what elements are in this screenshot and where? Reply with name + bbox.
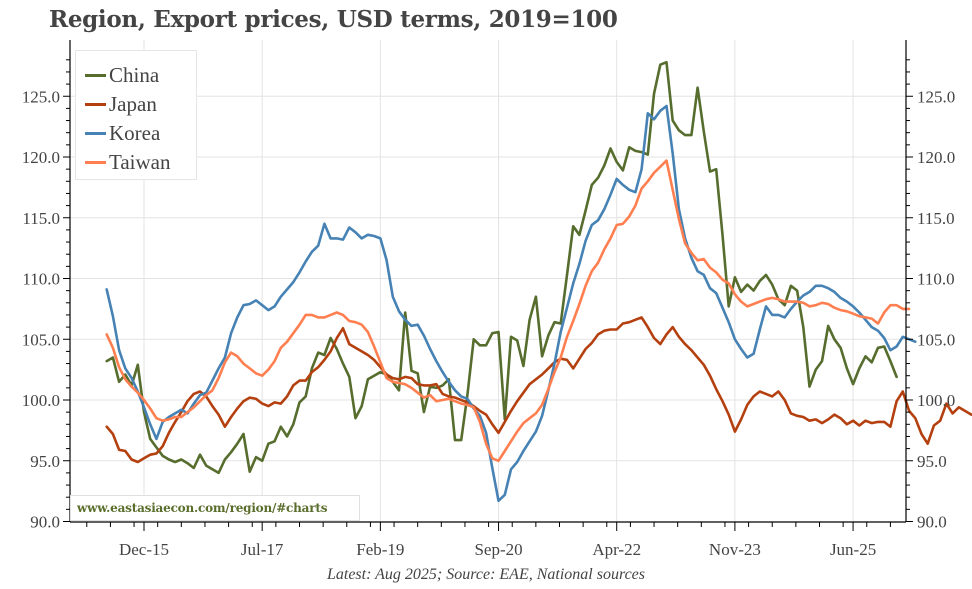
y-tick-label-right: 120.0	[917, 148, 955, 167]
x-tick-label: Jun-25	[830, 540, 876, 559]
legend-label-taiwan: Taiwan	[109, 149, 171, 174]
y-tick-label-right: 125.0	[917, 87, 955, 106]
y-tick-label-right: 95.0	[917, 452, 947, 471]
legend-item-japan[interactable]: Japan	[85, 90, 157, 118]
series-lines	[105, 60, 972, 503]
y-tick-label-left: 125.0	[22, 87, 60, 106]
legend-label-japan: Japan	[109, 91, 157, 116]
y-tick-label-right: 100.0	[917, 391, 955, 410]
legend-item-china[interactable]: China	[85, 61, 159, 89]
source-note: Latest: Aug 2025; Source: EAE, National …	[326, 566, 646, 583]
y-tick-label-left: 100.0	[22, 391, 60, 410]
y-tick-label-left: 95.0	[30, 452, 60, 471]
series-line-korea	[105, 104, 917, 503]
y-tick-label-right: 110.0	[917, 270, 955, 289]
legend-swatch-korea	[85, 131, 106, 135]
legend-label-korea: Korea	[109, 120, 161, 145]
watermark-url[interactable]: www.eastasiaecon.com/region/#charts	[77, 501, 328, 515]
series-line-japan	[105, 316, 972, 464]
y-tick-label-right: 105.0	[917, 330, 955, 349]
x-tick-label: Apr-22	[592, 540, 641, 559]
x-tick-label: Jul-17	[241, 540, 284, 559]
x-tick-label: Feb-19	[356, 540, 404, 559]
series-line-china	[105, 60, 898, 475]
legend-item-taiwan[interactable]: Taiwan	[85, 148, 171, 176]
y-tick-label-left: 110.0	[22, 270, 60, 289]
y-axis-left: 90.0 95.0 100.0 105.0 110.0 115.0 120.0 125.0	[22, 59, 70, 532]
legend-label-china: China	[109, 62, 160, 87]
y-tick-label-left: 105.0	[22, 330, 60, 349]
y-tick-label-right: 115.0	[917, 209, 955, 228]
y-tick-label-left: 120.0	[22, 148, 60, 167]
chart-title: Region, Export prices, USD terms, 2019=1…	[49, 6, 618, 33]
legend-item-korea[interactable]: Korea	[85, 119, 160, 147]
y-axis-right: 90.0 95.0 100.0 105.0 110.0 115.0 120.0 125.0	[906, 59, 955, 532]
legend-swatch-china	[85, 73, 106, 77]
x-tick-label: Sep-20	[474, 540, 522, 559]
legend: China Japan Korea Taiwan	[75, 50, 197, 180]
series-line-taiwan	[105, 159, 911, 463]
y-tick-label-right: 90.0	[917, 513, 947, 532]
y-tick-label-left: 115.0	[22, 209, 60, 228]
legend-swatch-taiwan	[85, 160, 106, 164]
x-axis: Dec-15 Jul-17 Feb-19 Sep-20 Apr-22 Nov-23 Jun-…	[86, 522, 891, 559]
x-tick-label: Dec-15	[119, 540, 169, 559]
legend-swatch-japan	[85, 102, 106, 106]
watermark-box: www.eastasiaecon.com/region/#charts	[70, 495, 360, 521]
x-tick-label: Nov-23	[709, 540, 761, 559]
y-tick-label-left: 90.0	[30, 513, 60, 532]
